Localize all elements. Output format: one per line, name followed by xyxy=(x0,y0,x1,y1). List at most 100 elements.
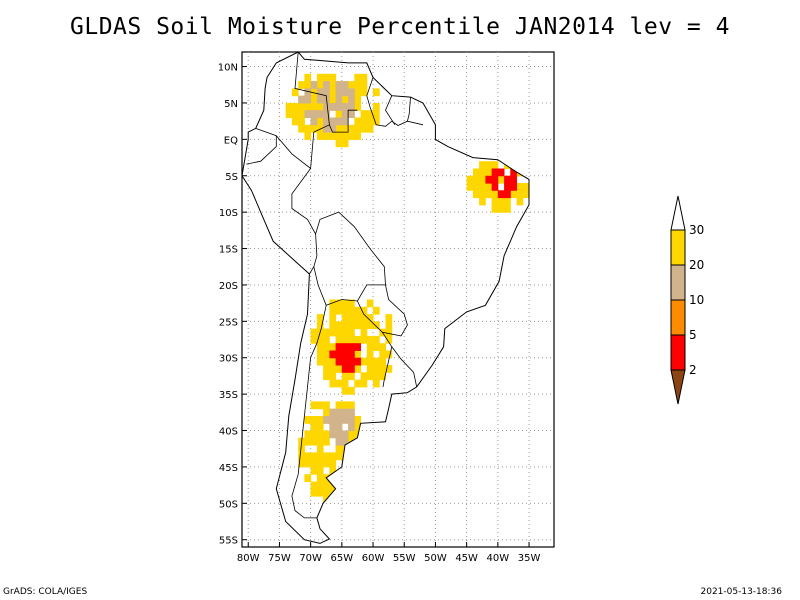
field-cell xyxy=(323,350,330,359)
y-tick-label: 10S xyxy=(219,208,238,219)
field-cell xyxy=(354,350,361,359)
field-cell xyxy=(379,357,386,366)
field-cell xyxy=(304,416,312,424)
field-cell xyxy=(335,430,343,439)
field-cell xyxy=(304,103,312,111)
x-tick-label: 40W xyxy=(487,553,510,564)
field-cell xyxy=(304,110,312,118)
x-axis-ticks: 80W 75W 70W 65W 60W 55W 50W 45W 40W 35W xyxy=(237,542,540,564)
field-cell xyxy=(341,103,349,111)
field-cell xyxy=(348,335,355,344)
y-tick-label: 40S xyxy=(219,427,238,438)
field-cell xyxy=(329,117,337,126)
field-cell xyxy=(323,124,330,133)
field-cell xyxy=(379,350,386,359)
field-cell xyxy=(310,95,318,104)
field-cell xyxy=(385,335,393,344)
field-cell xyxy=(504,204,511,213)
field-cell xyxy=(316,474,324,482)
field-cell xyxy=(491,204,499,213)
field-cell xyxy=(316,103,324,111)
field-cell xyxy=(335,379,343,388)
field-cell xyxy=(497,197,505,206)
field-cell xyxy=(341,343,349,351)
field-cell xyxy=(323,357,330,366)
colorbar-bottom-arrow xyxy=(670,369,686,405)
field-cell xyxy=(298,452,305,461)
field-cell xyxy=(329,343,337,351)
field-cell xyxy=(329,416,337,424)
region-northeast-brazil-core xyxy=(485,168,517,199)
field-cell xyxy=(323,110,330,118)
colorbar-top-arrow xyxy=(670,195,686,231)
field-cell xyxy=(522,183,529,191)
field-cell xyxy=(310,335,318,344)
field-cell xyxy=(323,88,330,97)
y-tick-label: 45S xyxy=(219,463,238,474)
field-cell xyxy=(310,401,318,410)
field-cell xyxy=(479,175,486,184)
field-cell xyxy=(298,95,305,104)
field-cell xyxy=(329,459,337,468)
field-cell xyxy=(348,372,355,381)
field-cell xyxy=(360,328,368,337)
field-cell xyxy=(348,110,355,118)
field-cell xyxy=(335,357,343,366)
field-cell xyxy=(379,372,386,381)
field-cell xyxy=(335,365,343,373)
x-tick-label: 70W xyxy=(299,553,322,564)
field-cell xyxy=(354,88,361,97)
field-cell xyxy=(341,81,349,89)
field-cell xyxy=(360,357,368,366)
x-tick-label: 80W xyxy=(237,553,260,564)
field-cell xyxy=(341,430,349,439)
field-cell xyxy=(298,103,305,111)
field-cell xyxy=(316,314,324,322)
field-cell xyxy=(316,445,324,453)
field-cell xyxy=(366,299,374,308)
field-cell xyxy=(310,430,318,439)
field-cell xyxy=(522,190,529,199)
field-cell xyxy=(298,124,305,133)
field-cell xyxy=(348,408,355,417)
field-cell xyxy=(323,132,330,140)
field-cell xyxy=(310,124,318,133)
field-cell xyxy=(298,81,305,89)
field-cell xyxy=(329,73,337,82)
field-cell xyxy=(310,481,318,490)
field-cell xyxy=(516,190,524,199)
y-tick-label: EQ xyxy=(224,135,238,146)
field-cell xyxy=(341,88,349,97)
field-cell xyxy=(348,314,355,322)
field-cell xyxy=(316,437,324,446)
field-cell xyxy=(291,110,299,118)
field-cell xyxy=(472,168,480,177)
y-axis-ticks: 10N 5N EQ 5S 10S 15S 20S 25S 30S 35S 40S 45S 50S 55S xyxy=(218,63,247,547)
field-cell xyxy=(341,350,349,359)
field-cell xyxy=(360,372,368,381)
field-cell xyxy=(316,343,324,351)
grads-credit: GrADS: COLA/IGES xyxy=(3,587,88,597)
border-line xyxy=(291,266,327,519)
field-cell xyxy=(329,423,337,432)
field-cell xyxy=(335,335,343,344)
field-cell xyxy=(310,466,318,475)
field-cell xyxy=(310,117,318,126)
field-cell xyxy=(335,88,343,97)
field-cell xyxy=(491,175,499,184)
field-cell xyxy=(323,408,330,417)
field-cell xyxy=(472,190,480,199)
field-cell xyxy=(510,183,517,191)
field-cell xyxy=(379,343,386,351)
field-cell xyxy=(366,350,374,359)
field-cell xyxy=(298,459,305,468)
field-cell xyxy=(329,365,337,373)
y-tick-label: 20S xyxy=(219,281,238,292)
field-cell xyxy=(323,430,330,439)
field-cell xyxy=(360,88,368,97)
field-cell xyxy=(479,168,486,177)
field-cell xyxy=(341,372,349,381)
field-cell xyxy=(348,430,355,439)
field-cell xyxy=(360,379,368,388)
field-cell xyxy=(304,88,312,97)
